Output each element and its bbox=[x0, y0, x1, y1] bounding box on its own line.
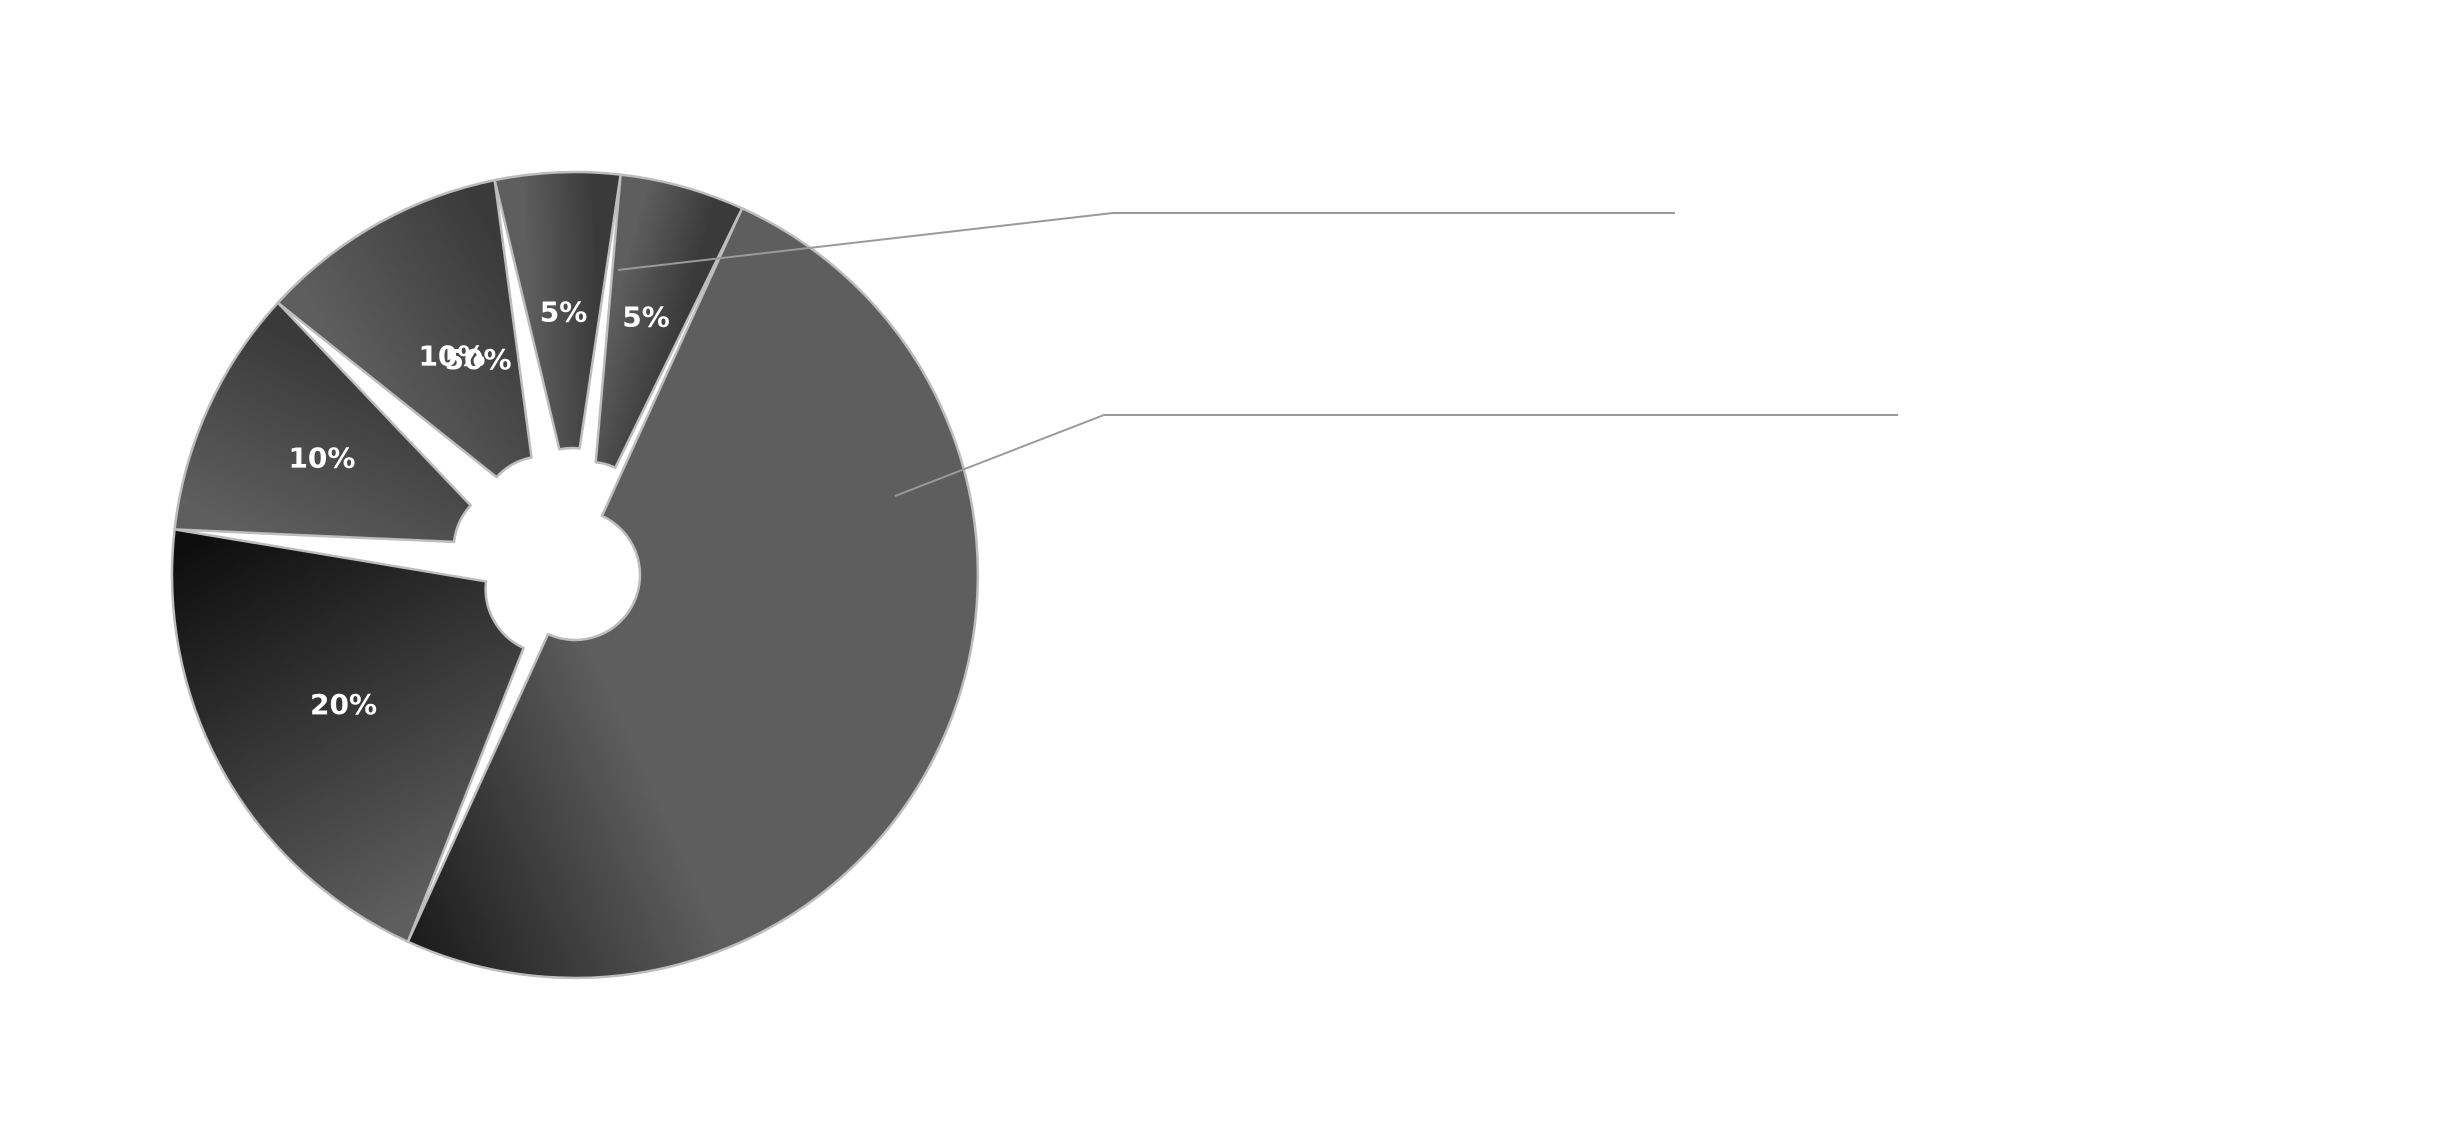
slice-label-6: 5% bbox=[622, 301, 670, 334]
callout-leader-2 bbox=[895, 415, 1898, 496]
pie-slices bbox=[172, 172, 978, 978]
slice-label-4: 10% bbox=[418, 340, 485, 373]
slice-label-3: 10% bbox=[288, 442, 355, 475]
slice-label-5: 5% bbox=[540, 295, 588, 328]
slice-label-2: 20% bbox=[310, 688, 377, 721]
